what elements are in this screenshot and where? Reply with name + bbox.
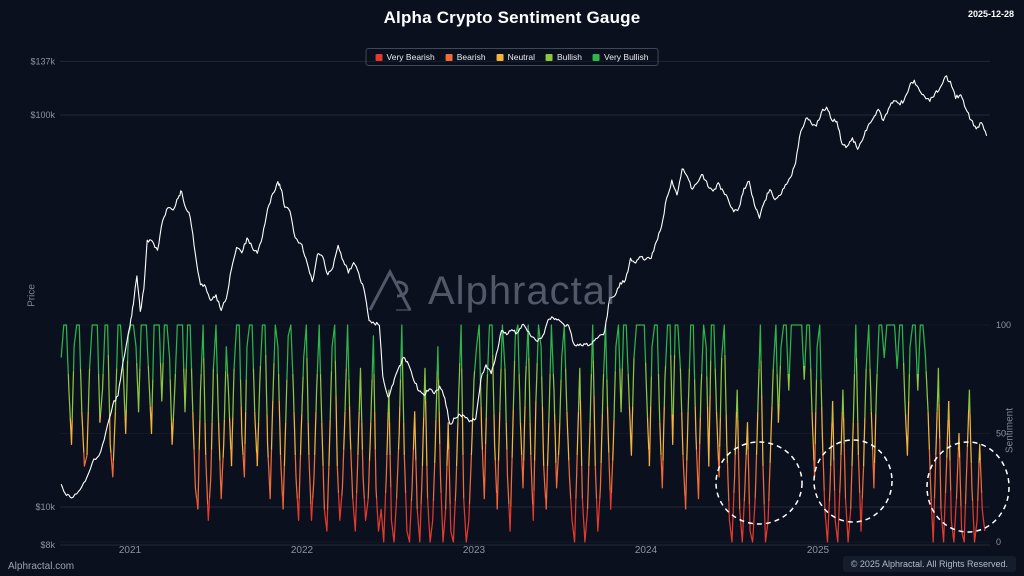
svg-text:2024: 2024 [635,545,658,556]
price-line [60,75,988,499]
very-bearish-swatch-icon [375,53,383,61]
footer-site-link: Alphractal.com [8,561,75,572]
legend-label: Bearish [456,52,486,62]
very-bullish-swatch-icon [593,53,601,61]
neutral-swatch-icon [496,53,504,61]
svg-text:$100k: $100k [30,110,55,120]
legend-item-very-bullish: Very Bullish [593,52,648,62]
svg-text:$10k: $10k [35,502,55,512]
footer-copyright: © 2025 Alphractal. All Rights Reserved. [842,556,1016,572]
legend-item-neutral: Neutral [496,52,535,62]
legend-label: Neutral [507,52,535,62]
page-title: Alpha Crypto Sentiment Gauge [383,8,641,27]
svg-text:0: 0 [996,537,1001,547]
sentiment-axis-title: Sentiment [1004,407,1016,454]
svg-text:$137k: $137k [30,56,55,66]
legend-label: Bullish [556,52,583,62]
chart-legend: Very Bearish Bearish Neutral Bullish Ver… [365,48,659,66]
bullish-swatch-icon [545,53,553,61]
legend-label: Very Bullish [604,52,649,62]
price-axis-title: Price [26,284,38,307]
sentiment-line [60,324,986,543]
svg-text:2022: 2022 [291,545,314,556]
legend-item-bearish: Bearish [445,52,486,62]
svg-text:2021: 2021 [119,545,142,556]
svg-text:2025: 2025 [807,545,830,556]
gridlines: $137k $100k $10k $8k 100 50 0 2021 2022 2023 2024 2… [30,56,1011,556]
svg-text:2023: 2023 [463,545,486,556]
legend-item-bullish: Bullish [545,52,583,62]
annotation-circles [715,439,1010,533]
bearish-swatch-icon [445,53,453,61]
svg-text:100: 100 [996,320,1011,330]
legend-label: Very Bearish [386,52,435,62]
svg-text:50: 50 [996,429,1006,439]
report-date: 2025-12-28 [967,9,1014,19]
legend-item-very-bearish: Very Bearish [375,52,435,62]
svg-text:$8k: $8k [40,540,55,550]
